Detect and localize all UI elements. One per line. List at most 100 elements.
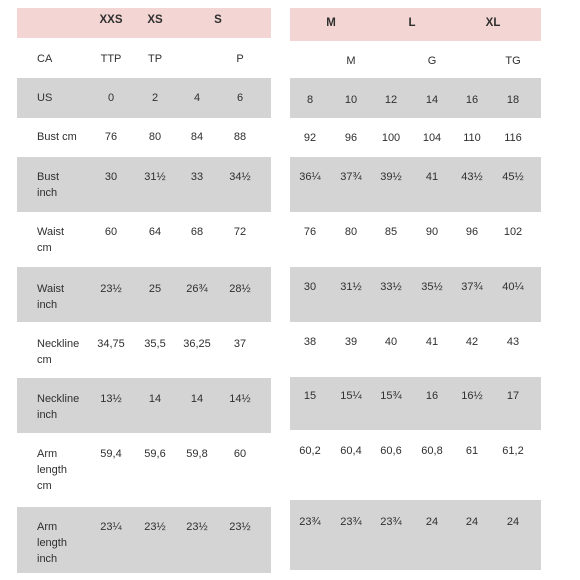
ca-tp: TP: [147, 53, 163, 65]
table-cell: 16: [425, 390, 439, 402]
row-label-line: Bust cm: [37, 131, 77, 143]
table-cell: 100: [381, 132, 401, 144]
table-cell: 23¾: [340, 516, 362, 528]
table-cell: 90: [425, 226, 439, 238]
row-label: Waist inch: [37, 281, 87, 313]
table-cell: 15: [303, 390, 317, 402]
ca-label: CA: [37, 53, 53, 65]
row-label-line: Neckline: [37, 338, 80, 350]
row-label-line: Bust: [37, 171, 60, 183]
row-label: Bust cm: [37, 129, 87, 145]
right-band-bust-inch: [290, 157, 541, 212]
left-size-header-bar: [17, 8, 271, 38]
size-header-xs: XS: [147, 14, 163, 26]
table-cell: 104: [422, 132, 442, 144]
table-cell: 88: [233, 131, 247, 143]
table-cell: 80: [344, 226, 358, 238]
table-cell: 23¾: [380, 516, 402, 528]
table-cell: 36¼: [299, 171, 321, 183]
row-label: Waist cm: [37, 224, 87, 256]
table-cell: 14: [425, 94, 439, 106]
table-cell: 15¼: [340, 390, 362, 402]
table-cell: 45½: [502, 171, 524, 183]
row-label-line: cm: [37, 242, 52, 254]
table-cell: 43½: [461, 171, 483, 183]
table-cell: 23½: [100, 283, 122, 295]
table-cell: 23½: [144, 521, 166, 533]
table-cell: 59,4: [100, 448, 122, 460]
right-size-header-bar: [290, 8, 541, 41]
row-label-line: length: [37, 537, 67, 549]
table-cell: 17: [506, 390, 520, 402]
row-label-line: inch: [37, 409, 58, 421]
table-cell: 30: [104, 171, 118, 183]
table-cell: 72: [233, 226, 247, 238]
table-cell: 8: [306, 94, 314, 106]
table-cell: 36,25: [183, 338, 211, 350]
table-cell: 40¼: [502, 281, 524, 293]
table-cell: 37: [233, 338, 247, 350]
table-cell: 31½: [144, 171, 166, 183]
size-header-s: S: [214, 14, 222, 26]
size-header-m: M: [326, 17, 336, 29]
table-cell: 60: [233, 448, 247, 460]
table-cell: 13½: [100, 393, 122, 405]
row-label: Bust inch: [37, 169, 87, 201]
left-band-us: [17, 78, 271, 118]
table-cell: 116: [504, 132, 522, 144]
table-cell: 35,5: [144, 338, 166, 350]
table-cell: 34½: [229, 171, 251, 183]
table-cell: 38: [303, 336, 317, 348]
table-cell: 33½: [380, 281, 402, 293]
table-cell: 43: [506, 336, 520, 348]
row-label-line: Arm: [37, 521, 58, 533]
table-cell: 2: [151, 92, 159, 104]
table-cell: 26¾: [186, 283, 208, 295]
table-cell: 40: [384, 336, 398, 348]
table-cell: 61,2: [502, 445, 524, 457]
table-cell: 6: [236, 92, 244, 104]
table-cell: 76: [104, 131, 118, 143]
row-label-line: Arm: [37, 448, 58, 460]
table-cell: 37¾: [461, 281, 483, 293]
table-cell: 35½: [421, 281, 443, 293]
ca-g: G: [427, 55, 437, 67]
table-cell: 59,8: [186, 448, 208, 460]
table-cell: 110: [463, 132, 481, 144]
table-cell: 15¾: [380, 390, 402, 402]
table-cell: 60,4: [340, 445, 362, 457]
row-label-line: Waist: [37, 283, 65, 295]
row-label-line: inch: [37, 187, 58, 199]
table-cell: 96: [465, 226, 479, 238]
table-cell: 80: [148, 131, 162, 143]
table-cell: 18: [506, 94, 520, 106]
left-band-waist-inch: [17, 267, 271, 322]
table-cell: 23¾: [299, 516, 321, 528]
row-label: US: [37, 90, 87, 106]
table-cell: 61: [465, 445, 479, 457]
size-header-l: L: [408, 17, 416, 29]
table-cell: 85: [384, 226, 398, 238]
table-cell: 84: [190, 131, 204, 143]
table-cell: 34,75: [97, 338, 125, 350]
table-cell: 16½: [461, 390, 483, 402]
table-cell: 59,6: [144, 448, 166, 460]
table-cell: 24: [506, 516, 520, 528]
table-cell: 76: [303, 226, 317, 238]
table-cell: 96: [344, 132, 358, 144]
table-cell: 14: [190, 393, 204, 405]
right-band-neckline-inch: [290, 377, 541, 430]
table-cell: 42: [465, 336, 479, 348]
table-cell: 102: [503, 226, 523, 238]
table-cell: 41: [425, 336, 439, 348]
ca-m: M: [346, 55, 356, 67]
table-cell: 14½: [229, 393, 251, 405]
row-label-line: inch: [37, 299, 58, 311]
table-cell: 4: [193, 92, 201, 104]
table-cell: 24: [465, 516, 479, 528]
left-band-arm-length-inch: [17, 507, 271, 573]
ca-tg: TG: [505, 55, 521, 67]
table-cell: 37¾: [340, 171, 362, 183]
right-band-us: [290, 78, 541, 118]
table-cell: 23½: [186, 521, 208, 533]
